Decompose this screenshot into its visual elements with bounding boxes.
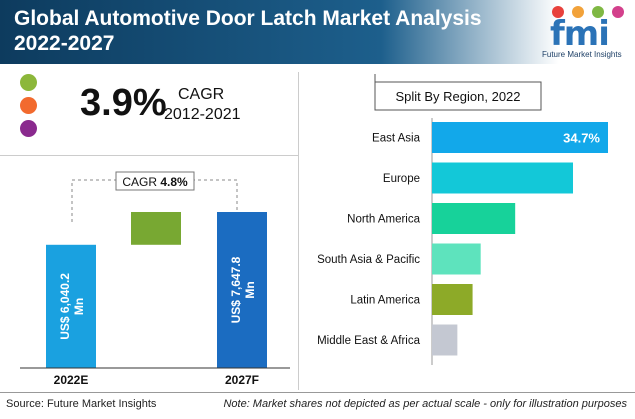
- logo-dot-red: [552, 6, 564, 18]
- legend-dot-purple: [20, 120, 37, 137]
- region-chart-title: Split By Region, 2022: [395, 89, 520, 104]
- horizontal-divider: [0, 155, 298, 156]
- logo-dot-green: [592, 6, 604, 18]
- region-title-box: [374, 81, 542, 111]
- logo-dot-pink: [612, 6, 624, 18]
- page-title: Global Automotive Door Latch Market Anal…: [14, 6, 484, 56]
- logo-dot-orange: [572, 6, 584, 18]
- source-text: Source: Future Market Insights: [6, 398, 157, 410]
- left-labels: 2022E 2027F: [54, 373, 259, 387]
- market-bar-2022e: [46, 244, 96, 368]
- region-split-chart: Split By Region, 2022 East Asia 34.7% Euro…: [317, 74, 608, 365]
- fmi-logo: fmi Future Market Insights: [538, 4, 632, 60]
- region-bar-0: [432, 122, 608, 153]
- cagr-value: 3.9%: [80, 82, 167, 124]
- region-bar-4: [432, 284, 473, 315]
- region-data-label: 34.7%: [563, 131, 600, 146]
- cagr-label: CAGR: [178, 86, 225, 103]
- cagr-bracket-line: [71, 179, 238, 222]
- market-bar-value-label: US$ 6,040.2Mn: [58, 273, 86, 340]
- region-category-label: South Asia & Pacific: [317, 254, 420, 266]
- cagr-bracket: CAGR 4.8%: [71, 171, 238, 222]
- region-category-label: Middle East & Africa: [317, 335, 421, 347]
- region-bar-3: [432, 243, 481, 275]
- growth-rect: [131, 212, 181, 245]
- header-banner: Global Automotive Door Latch Market Anal…: [0, 0, 635, 64]
- region-category-label: East Asia: [372, 133, 421, 145]
- region-bar-5: [432, 324, 458, 356]
- market-size-chart: CAGR 4.8% US$ 6,040.2Mn US$ 7,647.8Mn 202…: [20, 171, 290, 387]
- region-bar-2: [432, 203, 516, 234]
- vertical-divider: [298, 72, 299, 390]
- title-line-2: 2022-2027: [14, 32, 115, 55]
- market-bar-2027f: [217, 212, 267, 368]
- cagr-period: 2012-2021: [164, 106, 241, 123]
- legend-dot-orange: [20, 97, 37, 114]
- left-bars: US$ 6,040.2Mn US$ 7,647.8Mn: [46, 212, 267, 368]
- region-bar-1: [432, 162, 574, 194]
- region-category-label: North America: [347, 214, 420, 226]
- cagr-bracket-label: CAGR 4.8%: [122, 175, 188, 189]
- logo-text: fmi: [550, 14, 610, 54]
- note-text: Note: Market shares not depicted as per …: [223, 398, 627, 410]
- footer-divider: [0, 392, 635, 393]
- region-category-label: Latin America: [350, 295, 420, 307]
- market-bar-value-label: US$ 7,647.8Mn: [229, 256, 257, 323]
- x-tick-label: 2027F: [225, 373, 259, 387]
- title-line-1: Global Automotive Door Latch Market Anal…: [14, 7, 482, 30]
- region-bars: East Asia 34.7% Europe North America South A…: [317, 118, 608, 365]
- cagr-bracket-box: [115, 171, 195, 191]
- x-tick-label: 2022E: [54, 373, 89, 387]
- logo-subtitle: Future Market Insights: [542, 50, 622, 59]
- legend-dot-green: [20, 74, 37, 91]
- region-category-label: Europe: [383, 173, 420, 185]
